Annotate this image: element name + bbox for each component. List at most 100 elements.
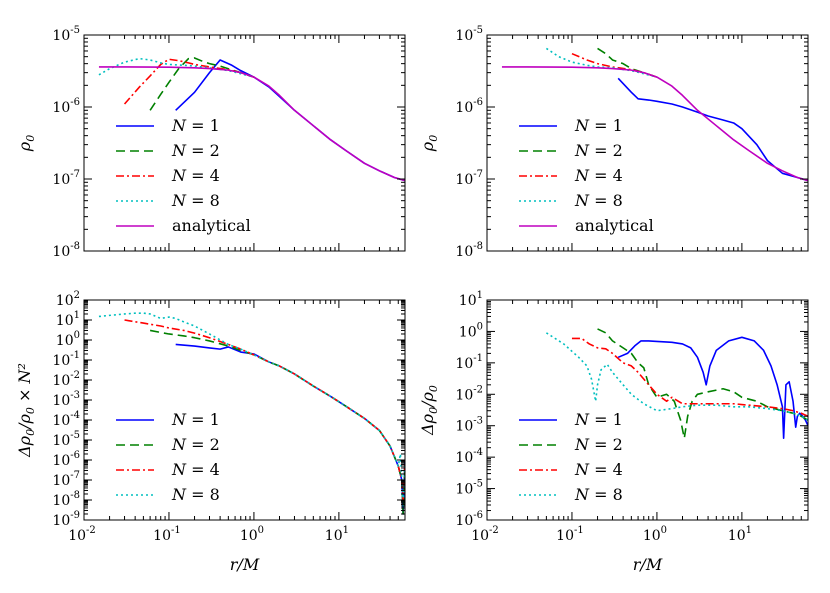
legend-label: N = 1	[574, 410, 623, 429]
y-tick-exponent: -8	[70, 241, 80, 252]
y-tick-exponent: -9	[70, 510, 80, 521]
y-tick-label: 10-1	[455, 353, 483, 372]
legend-label: N = 4	[171, 460, 220, 479]
y-tick-exponent: -3	[70, 390, 80, 401]
y-axis-label: Δρ0​/ρ0​ × N²	[15, 363, 37, 458]
x-tick-exponent: -2	[86, 525, 96, 536]
y-tick-label: 10-6	[455, 97, 483, 116]
x-tick-exponent: 0	[661, 525, 667, 536]
y-tick-label: 101	[56, 310, 80, 329]
series-line-n-8	[98, 312, 405, 507]
series-group	[545, 328, 808, 440]
x-tick-label: 101	[325, 525, 349, 544]
y-tick-exponent: 0	[477, 321, 483, 332]
y-tick-exponent: -2	[473, 384, 483, 395]
y-tick-label: 10-6	[52, 450, 80, 469]
legend-label: N = 8	[171, 191, 220, 210]
y-tick-exponent: -1	[70, 350, 80, 361]
y-tick-label: 10-7	[52, 470, 80, 489]
y-tick-exponent: 0	[74, 330, 80, 341]
series-line-n-4	[124, 319, 405, 501]
legend-label: N = 2	[574, 435, 623, 454]
x-axis-label: r/M	[633, 555, 663, 574]
y-tick-label: 10-8	[455, 241, 483, 260]
series-line-n-8	[545, 47, 658, 78]
y-tick-label: 10-4	[455, 447, 483, 466]
x-tick-exponent: -1	[574, 525, 584, 536]
y-tick-label: 10-5	[52, 25, 80, 44]
legend-label: N = 4	[574, 460, 623, 479]
series-group	[501, 47, 808, 182]
x-tick-exponent: -1	[171, 525, 181, 536]
y-tick-label: 10-3	[52, 390, 80, 409]
y-tick-exponent: -6	[70, 97, 80, 108]
y-axis-label: ρ0​	[15, 135, 37, 152]
x-tick-label: 100	[643, 525, 667, 544]
y-tick-label: 10-5	[52, 430, 80, 449]
y-tick-exponent: -6	[473, 97, 483, 108]
series-line-n-2	[149, 57, 255, 111]
x-tick-exponent: 1	[343, 525, 349, 536]
x-tick-label: 100	[240, 525, 264, 544]
legend-label: N = 4	[574, 166, 623, 185]
y-tick-exponent: -7	[70, 169, 80, 180]
y-tick-label: 10-2	[455, 384, 483, 403]
y-tick-exponent: -3	[473, 416, 483, 427]
axes-frame	[486, 34, 809, 252]
y-tick-label: 10-5	[455, 25, 483, 44]
panel-bottom-left: 10-910-810-710-610-510-410-310-210-11001…	[15, 290, 406, 574]
y-tick-exponent: 1	[74, 310, 80, 321]
x-tick-label: 101	[728, 525, 752, 544]
x-tick-exponent: 1	[746, 525, 752, 536]
y-tick-label: 100	[459, 321, 483, 340]
panel-top-left: 10-8 10-7 10-6 10-5 ρ0​ N = 1 N = 2 N = 4 N = 8 a…	[15, 25, 406, 260]
axes-frame	[486, 299, 809, 521]
y-tick-label: 100	[56, 330, 80, 349]
y-tick-label: 10-5	[455, 479, 483, 498]
legend-label: N = 2	[574, 141, 623, 160]
y-tick-label: 10-9	[52, 510, 80, 529]
y-tick-exponent: -2	[70, 370, 80, 381]
legend-label: analytical	[172, 216, 251, 235]
y-tick-exponent: -4	[70, 410, 80, 421]
x-tick-label: 10-2	[471, 525, 499, 544]
panel-top-right: 10-8 10-7 10-6 10-5 ρ0​ N = 1 N = 2 N = 4 N = 8 a…	[418, 25, 809, 260]
legend-label: N = 8	[171, 485, 220, 504]
y-tick-exponent: -5	[70, 25, 80, 36]
y-tick-label: 10-7	[455, 169, 483, 188]
x-tick-label: 10-1	[153, 525, 181, 544]
x-axis-label: r/M	[230, 555, 260, 574]
legend-label: N = 2	[171, 435, 220, 454]
legend-label: N = 4	[171, 166, 220, 185]
series-line-analytical	[501, 66, 808, 182]
series-line-n-8	[545, 332, 808, 421]
y-tick-label: 10-2	[52, 370, 80, 389]
y-tick-label: 10-8	[52, 241, 80, 260]
legend-label: N = 1	[171, 116, 220, 135]
y-tick-exponent: -8	[473, 241, 483, 252]
axes-frame	[83, 299, 406, 521]
series-line-n-1	[617, 77, 808, 182]
y-tick-exponent: -8	[70, 490, 80, 501]
y-tick-label: 102	[56, 290, 80, 309]
y-tick-exponent: -7	[473, 169, 483, 180]
y-tick-label: 10-6	[455, 510, 483, 529]
axes-frame	[83, 34, 406, 252]
series-line-n-2	[597, 47, 658, 78]
y-tick-label: 10-7	[52, 169, 80, 188]
y-tick-exponent: -5	[70, 430, 80, 441]
y-tick-exponent: -5	[473, 479, 483, 490]
series-line-analytical	[98, 66, 405, 182]
legend-label: N = 2	[171, 141, 220, 160]
legend-label: N = 1	[574, 116, 623, 135]
y-tick-exponent: -4	[473, 447, 483, 458]
series-group	[98, 312, 405, 515]
legend-label: analytical	[575, 216, 654, 235]
y-tick-exponent: 2	[74, 290, 80, 301]
y-tick-label: 10-3	[455, 416, 483, 435]
y-tick-label: 101	[459, 290, 483, 309]
x-tick-exponent: -2	[489, 525, 499, 536]
y-tick-exponent: -1	[473, 353, 483, 364]
